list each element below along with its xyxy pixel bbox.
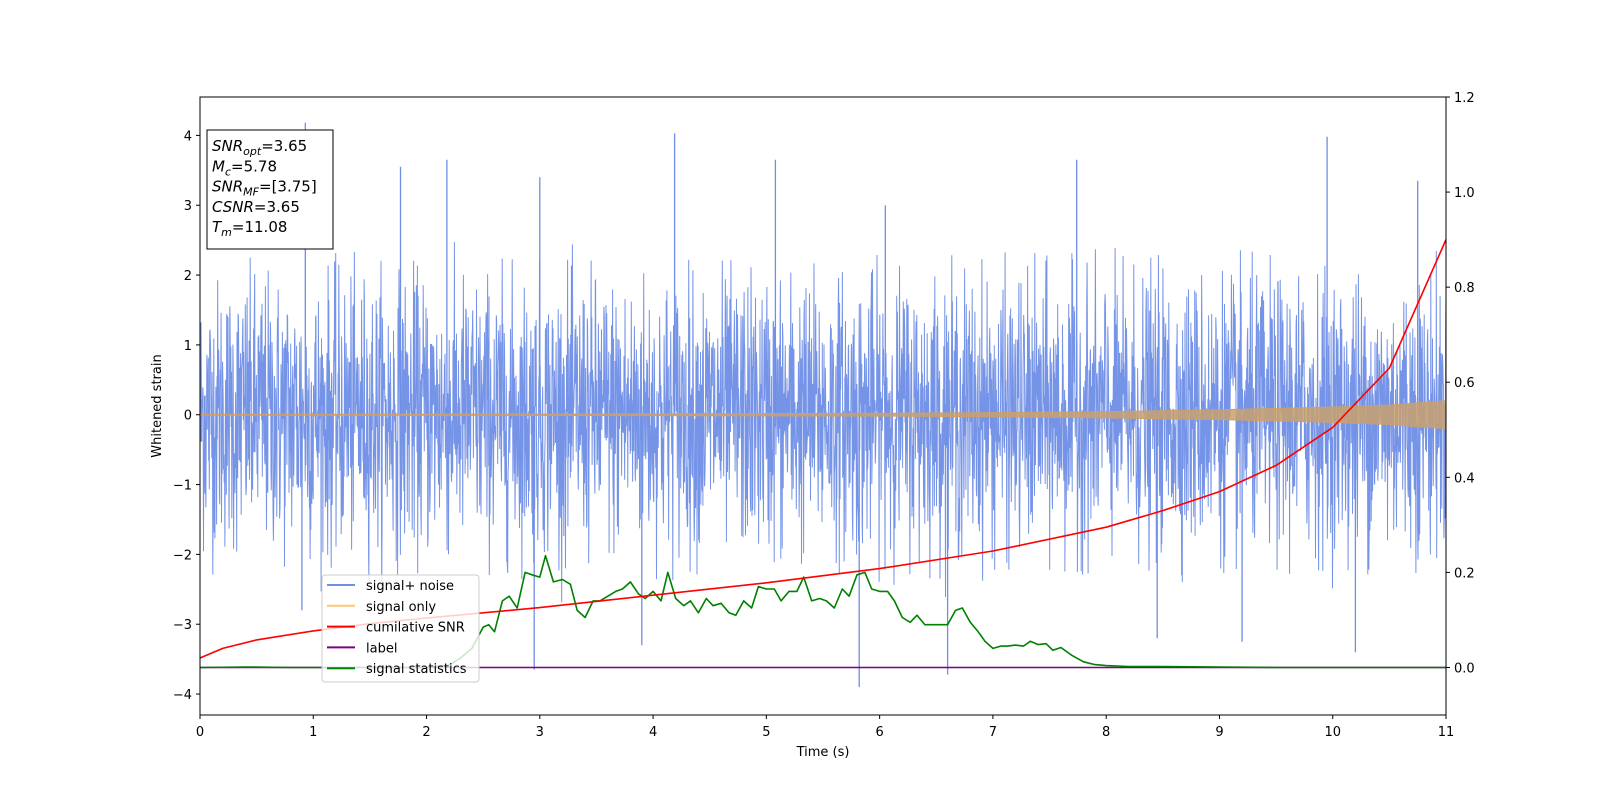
x-tick-label: 5 <box>762 725 770 740</box>
y-right-tick-label: 0.6 <box>1454 376 1475 391</box>
y-right-tick-label: 0.4 <box>1454 471 1475 486</box>
x-tick-label: 4 <box>649 725 657 740</box>
y-axis-label: Whitened strain <box>150 354 165 457</box>
y-axis-right: 0.0 0.2 0.4 0.6 0.8 1.0 1.2 <box>1446 91 1475 676</box>
x-tick-label: 2 <box>422 725 430 740</box>
y-left-tick-label: 0 <box>184 409 192 424</box>
x-tick-label: 11 <box>1438 725 1455 740</box>
legend-frame <box>321 574 480 683</box>
x-tick-label: 7 <box>989 725 997 740</box>
info-box-frame <box>206 129 334 250</box>
y-left-tick-label: −4 <box>173 688 192 703</box>
signal-noise-peaks <box>301 122 1419 688</box>
info-line: Tm=11.08 <box>212 218 287 239</box>
x-tick-label: 0 <box>196 725 204 740</box>
legend-label: signal statistics <box>366 662 467 677</box>
legend-label: signal+ noise <box>366 579 454 594</box>
legend-label: signal only <box>366 600 436 615</box>
x-tick-label: 6 <box>875 725 883 740</box>
y-right-tick-label: 1.0 <box>1454 186 1475 201</box>
signal-noise-line <box>200 241 1446 603</box>
signal-noise-series <box>200 122 1446 688</box>
y-left-tick-label: 4 <box>184 129 192 144</box>
x-tick-label: 8 <box>1102 725 1110 740</box>
signal-only-band <box>200 400 1446 430</box>
y-left-tick-label: 2 <box>184 269 192 284</box>
x-axis: 0 1 2 3 4 5 6 7 8 9 10 11 <box>196 715 1454 740</box>
y-left-tick-label: 3 <box>184 199 192 214</box>
signal-statistics-line <box>200 554 1446 669</box>
y-left-tick-label: 1 <box>184 339 192 354</box>
plot-frame <box>199 96 1447 716</box>
info-line: CSNR=3.65 <box>212 198 300 216</box>
signal-only-series <box>200 400 1446 430</box>
y-left-tick-label: −2 <box>173 548 192 563</box>
y-right-tick-label: 0.8 <box>1454 281 1475 296</box>
info-line: SNRopt=3.65 <box>212 137 307 158</box>
y-right-tick-label: 1.2 <box>1454 91 1475 106</box>
x-tick-label: 9 <box>1215 725 1223 740</box>
info-line: Mc=5.78 <box>212 157 277 178</box>
legend-label: label <box>366 641 397 656</box>
x-tick-label: 3 <box>536 725 544 740</box>
y-right-tick-label: 0.0 <box>1454 661 1475 676</box>
x-tick-label: 1 <box>309 725 317 740</box>
y-right-tick-label: 0.2 <box>1454 566 1475 581</box>
y-left-tick-label: −1 <box>173 479 192 494</box>
info-line: SNRMF=[3.75] <box>212 178 317 199</box>
legend: signal+ noise signal only cumilative SNR la… <box>321 574 480 683</box>
x-axis-label: Time (s) <box>796 745 850 760</box>
y-left-tick-label: −3 <box>173 618 192 633</box>
legend-label: cumilative SNR <box>366 621 465 636</box>
cumilative-SNR-line <box>200 239 1446 659</box>
x-tick-label: 10 <box>1324 725 1341 740</box>
y-axis-left: −4 −3 −2 −1 0 1 2 3 4 <box>173 129 200 703</box>
